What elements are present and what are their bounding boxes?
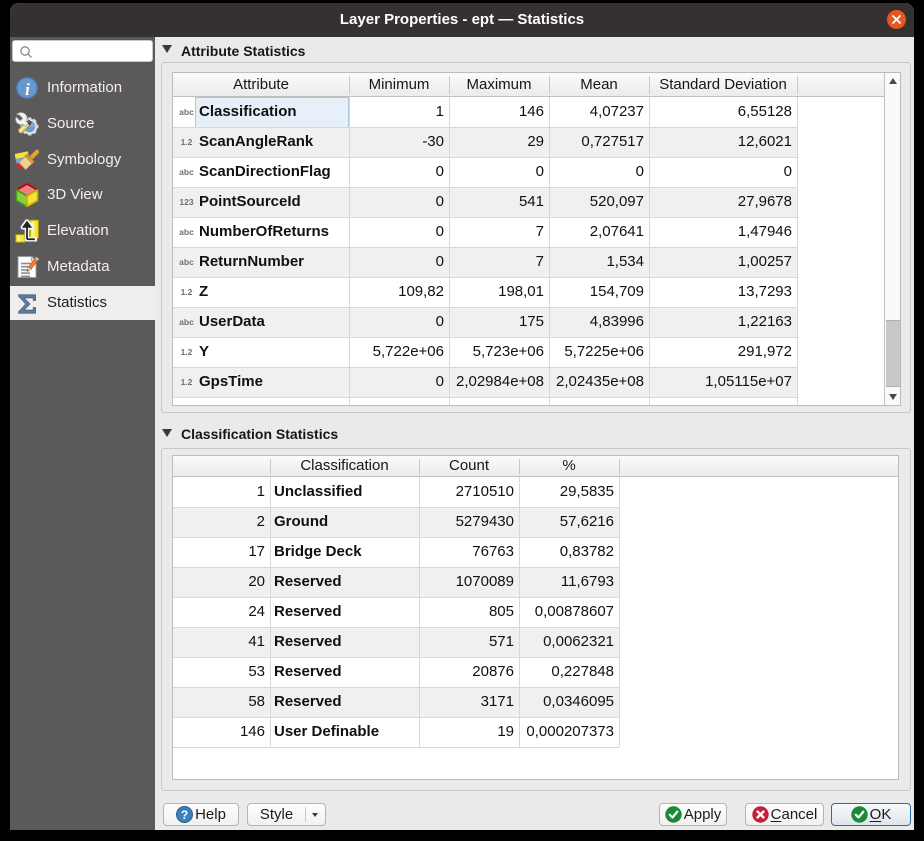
- svg-text:?: ?: [181, 808, 188, 822]
- svg-text:i: i: [25, 80, 30, 99]
